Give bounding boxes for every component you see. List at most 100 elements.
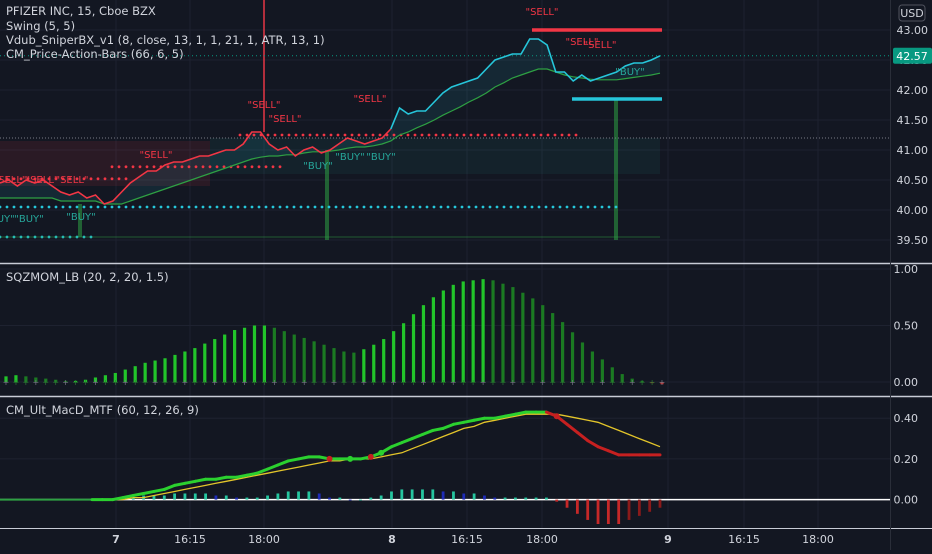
macd-line-segment[interactable] xyxy=(276,459,290,467)
macd-line-segment[interactable] xyxy=(565,422,579,434)
macd-line-segment[interactable] xyxy=(503,412,517,418)
resistance-dots xyxy=(315,133,319,137)
squeeze-dot: + xyxy=(659,378,666,387)
macd-line-segment[interactable] xyxy=(193,477,208,483)
resistance-dots xyxy=(294,133,298,137)
resistance-dots xyxy=(117,177,121,181)
squeeze-dot: + xyxy=(629,378,636,387)
support-dots xyxy=(607,205,611,209)
support-dots xyxy=(404,205,408,209)
momentum-bar xyxy=(44,378,48,382)
macd-line-segment[interactable] xyxy=(162,483,177,491)
macd-histogram-bar xyxy=(276,493,280,500)
macd-line-segment[interactable] xyxy=(493,414,507,420)
resistance-dots xyxy=(238,133,242,137)
macd-line-segment[interactable] xyxy=(513,410,528,416)
buy-signal-label: "BUY" xyxy=(366,152,396,163)
macd-line-segment[interactable] xyxy=(173,481,187,487)
macd-line-segment[interactable] xyxy=(152,487,166,493)
resistance-dots xyxy=(406,133,410,137)
macd-line-segment[interactable] xyxy=(266,463,280,471)
macd-signal-line[interactable] xyxy=(92,413,661,501)
macd-line-segment[interactable] xyxy=(420,428,435,437)
close-ema-fill xyxy=(0,39,660,204)
macd-line-segment[interactable] xyxy=(131,491,146,498)
macd-line-segment[interactable] xyxy=(472,416,486,422)
support-dots xyxy=(572,205,576,209)
resistance-dots xyxy=(124,165,128,169)
macd-line-segment[interactable] xyxy=(245,471,259,477)
squeeze-dot: + xyxy=(510,378,517,387)
resistance-dots xyxy=(280,133,284,137)
macd-line-segment[interactable] xyxy=(451,420,466,426)
momentum-bar xyxy=(193,348,197,382)
close-line-red[interactable] xyxy=(0,128,392,205)
macd-pane xyxy=(0,410,890,524)
macd-cross-dot xyxy=(326,455,333,462)
macd-line-segment[interactable] xyxy=(431,426,445,432)
support-dots xyxy=(390,205,394,209)
macd-line-segment[interactable] xyxy=(235,473,249,479)
macd-line-segment[interactable] xyxy=(606,449,621,457)
symbol-title[interactable]: PFIZER INC, 15, Cboe BZX xyxy=(6,4,156,18)
resistance-dots xyxy=(47,177,51,181)
macd-line-segment[interactable] xyxy=(462,418,476,424)
legend-price-action-bars[interactable]: CM_Price-Action-Bars (66, 6, 5) xyxy=(6,47,184,61)
momentum-bar xyxy=(461,281,465,382)
legend-sqzmom[interactable]: SQZMOM_LB (20, 2, 20, 1.5) xyxy=(6,270,169,284)
legend-swing[interactable]: Swing (5, 5) xyxy=(6,19,75,33)
momentum-bar xyxy=(223,334,227,382)
macd-line-segment[interactable] xyxy=(586,439,600,449)
macd-line-segment[interactable] xyxy=(400,437,414,445)
macd-histogram-bar xyxy=(575,499,579,514)
macd-line-segment[interactable] xyxy=(111,496,125,502)
macd-line-segment[interactable] xyxy=(596,445,610,453)
support-dots xyxy=(299,205,303,209)
squeeze-momentum-pane: + + + + + + + + + + + + + + + + + + + + + + + + + + + + + + + + + + + + + + + +… xyxy=(3,279,666,387)
macd-line-segment[interactable] xyxy=(214,475,228,481)
macd-line-segment[interactable] xyxy=(575,430,590,443)
squeeze-dot: + xyxy=(102,378,109,387)
macd-line-segment[interactable] xyxy=(297,455,311,461)
momentum-bar xyxy=(640,380,644,382)
support-dots xyxy=(593,205,597,209)
support-dots xyxy=(236,205,240,209)
macd-histogram-bar xyxy=(348,499,352,501)
support-dots xyxy=(201,205,205,209)
support-dots xyxy=(138,205,142,209)
currency-button[interactable]: USD xyxy=(898,4,926,22)
momentum-bar xyxy=(113,372,117,382)
squeeze-dot: + xyxy=(191,378,198,387)
support-dots xyxy=(439,205,443,209)
momentum-bar xyxy=(233,330,237,382)
close-line-teal[interactable] xyxy=(390,38,661,130)
support-dots xyxy=(334,205,338,209)
macd-line-segment[interactable] xyxy=(410,433,424,441)
macd-histogram-bar xyxy=(297,491,300,500)
macd-cross-dot xyxy=(378,449,385,456)
resistance-dots xyxy=(441,133,445,137)
squeeze-dot: + xyxy=(251,378,258,387)
legend-vdub-sniper[interactable]: Vdub_SniperBX_v1 (8, close, 13, 1, 1, 21… xyxy=(6,33,325,47)
macd-line-segment[interactable] xyxy=(255,467,270,475)
resistance-dots xyxy=(54,177,58,181)
macd-line-segment[interactable] xyxy=(121,494,135,500)
macd-line-segment[interactable] xyxy=(286,457,301,463)
squeeze-dot: + xyxy=(152,378,159,387)
resistance-dots xyxy=(301,133,305,137)
macd-line-segment[interactable] xyxy=(441,422,455,430)
legend-macd[interactable]: CM_Ult_MacD_MTF (60, 12, 26, 9) xyxy=(6,403,199,417)
support-dots xyxy=(586,205,590,209)
momentum-bar xyxy=(93,377,98,382)
macd-line-segment[interactable] xyxy=(389,441,404,449)
macd-histogram-bar xyxy=(286,491,290,500)
macd-line-segment[interactable] xyxy=(183,479,197,485)
squeeze-dot: + xyxy=(519,378,526,387)
ema-line[interactable] xyxy=(0,68,661,205)
macd-line-segment[interactable] xyxy=(142,489,156,495)
squeeze-dot: + xyxy=(579,378,586,387)
momentum-bar xyxy=(511,287,515,382)
macd-histogram-bar xyxy=(648,499,652,512)
squeeze-dot: + xyxy=(261,378,268,387)
